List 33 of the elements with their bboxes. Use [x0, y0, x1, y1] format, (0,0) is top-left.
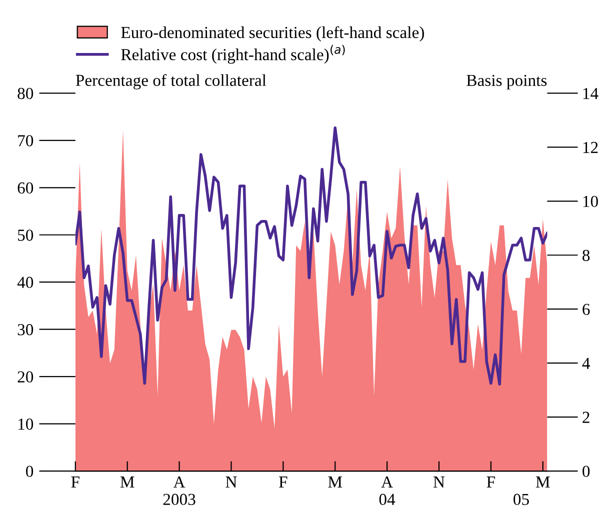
y2-tick-label: 8 — [582, 250, 590, 262]
x-tick-label: M — [120, 476, 134, 488]
x-tick-label: N — [226, 476, 237, 488]
y2-tick-label: 12 — [583, 142, 598, 153]
x-tick-label: A 04 — [379, 476, 396, 506]
x-tick-label: A 2003 — [163, 476, 196, 506]
x-tick-label: 05 — [514, 494, 529, 506]
x-tick-label: M — [536, 476, 550, 488]
x-tick-label: M — [328, 476, 342, 488]
legend-label: Euro-denominated securities (left-hand scale) — [121, 26, 424, 42]
legend-label: Relative cost (right-hand scale)$^{(a)}$ — [121, 44, 345, 64]
y-tick-label: 40 — [17, 276, 34, 288]
x-tick-label: F — [71, 476, 80, 488]
y-tick-label: 60 — [18, 182, 34, 194]
y2-axis-title: Basis points — [466, 74, 547, 90]
y-tick-label: 20 — [18, 371, 34, 383]
y2-tick-label: 0 — [582, 466, 590, 477]
y-tick-label: 0 — [26, 466, 34, 477]
y2-tick-label: 6 — [582, 304, 590, 316]
y-tick-label: 10 — [18, 418, 34, 430]
y2-tick-label: 4 — [582, 358, 590, 369]
x-tick-label: N — [433, 476, 445, 488]
line-series — [75, 126, 548, 386]
y-tick-label: 30 — [18, 324, 34, 336]
y2-tick-label: 10 — [583, 196, 598, 208]
x-tick-label: F — [486, 476, 495, 488]
y2-tick-label: 2 — [582, 412, 590, 423]
x-tick-label: F — [279, 476, 288, 488]
y-axis-title: Percentage of total collateral — [76, 74, 266, 90]
y-tick-label: 80 — [18, 88, 34, 100]
y-tick-label: 50 — [18, 230, 34, 241]
y-tick-label: 70 — [18, 135, 34, 146]
y2-tick-label: 14 — [583, 88, 598, 99]
